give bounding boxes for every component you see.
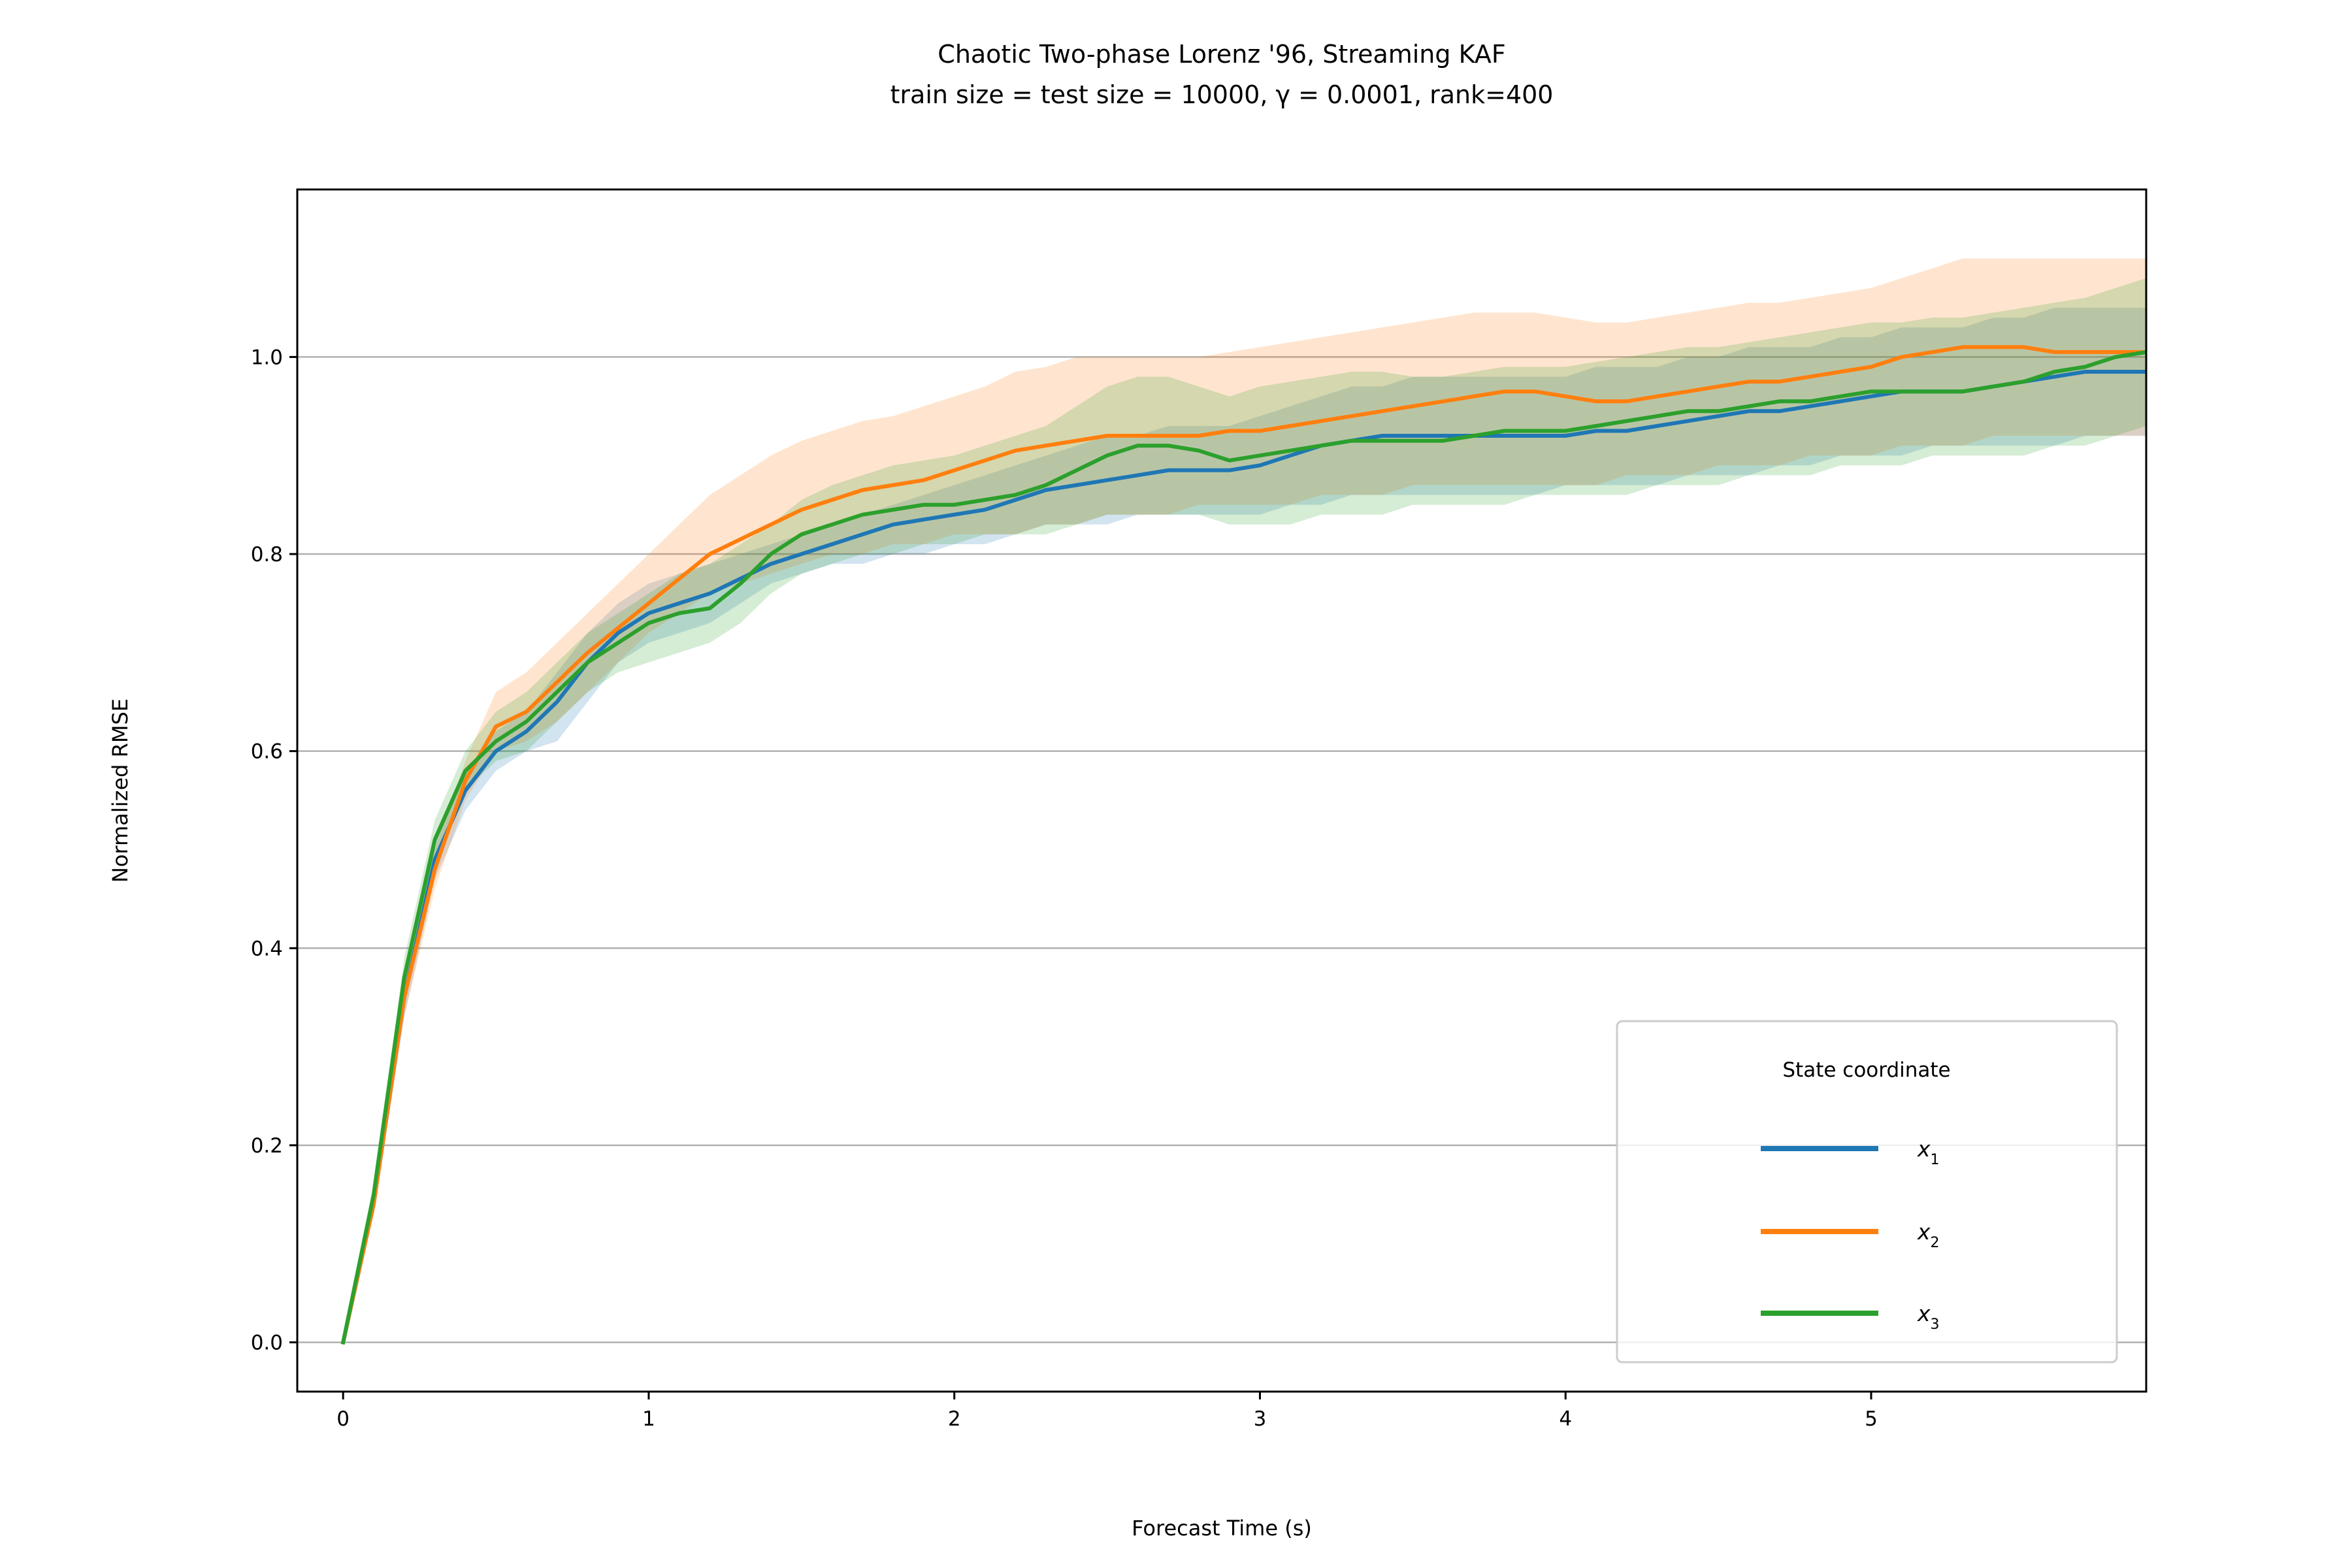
confidence-bands	[343, 258, 2146, 1343]
band-x1	[343, 308, 2146, 1343]
legend-label-x1: x1	[1917, 1136, 1940, 1168]
band-x3	[343, 278, 2146, 1343]
x-tick-label-3: 3	[1254, 1407, 1267, 1431]
x-axis-label: Forecast Time (s)	[1132, 1516, 1312, 1541]
x-tick-label-4: 4	[1559, 1407, 1572, 1431]
x-tick-label-5: 5	[1865, 1407, 1878, 1431]
band-x2	[343, 258, 2146, 1343]
line-x3	[340, 350, 2146, 1345]
y-tick-label-4: 0.8	[251, 543, 283, 566]
y-tick-label-3: 0.6	[251, 740, 283, 764]
y-tick-label-5: 1.0	[251, 346, 283, 369]
x-tick-label-1: 1	[642, 1407, 655, 1431]
legend-label-x3: x3	[1917, 1301, 1940, 1333]
axis-ticks: 0.0 0.2 0.4 0.6 0.8 1.0 0 1 2 3 4 5	[251, 346, 1878, 1431]
legend-label-x2: x2	[1917, 1219, 1940, 1251]
line-x2	[340, 345, 2146, 1345]
chart-title: Chaotic Two-phase Lorenz '96, Streaming …	[938, 40, 1505, 69]
legend-title: State coordinate	[1782, 1058, 1950, 1082]
legend-box	[1616, 1020, 2118, 1364]
chart-subtitle: train size = test size = 10000, γ = 0.00…	[890, 80, 1554, 109]
plot-frame	[296, 188, 2148, 1393]
x-tick-label-2: 2	[948, 1407, 961, 1431]
legend: State coordinate x1 x2 x3	[1616, 1020, 2118, 1364]
line-x1	[340, 370, 2146, 1345]
y-tick-label-1: 0.2	[251, 1134, 283, 1158]
x-tick-label-0: 0	[336, 1407, 350, 1431]
series-lines	[340, 345, 2146, 1345]
y-axis-label: Normalized RMSE	[108, 698, 133, 883]
grid-lines	[297, 356, 2146, 1343]
y-tick-label-0: 0.0	[251, 1331, 283, 1355]
y-tick-label-2: 0.4	[251, 937, 283, 960]
